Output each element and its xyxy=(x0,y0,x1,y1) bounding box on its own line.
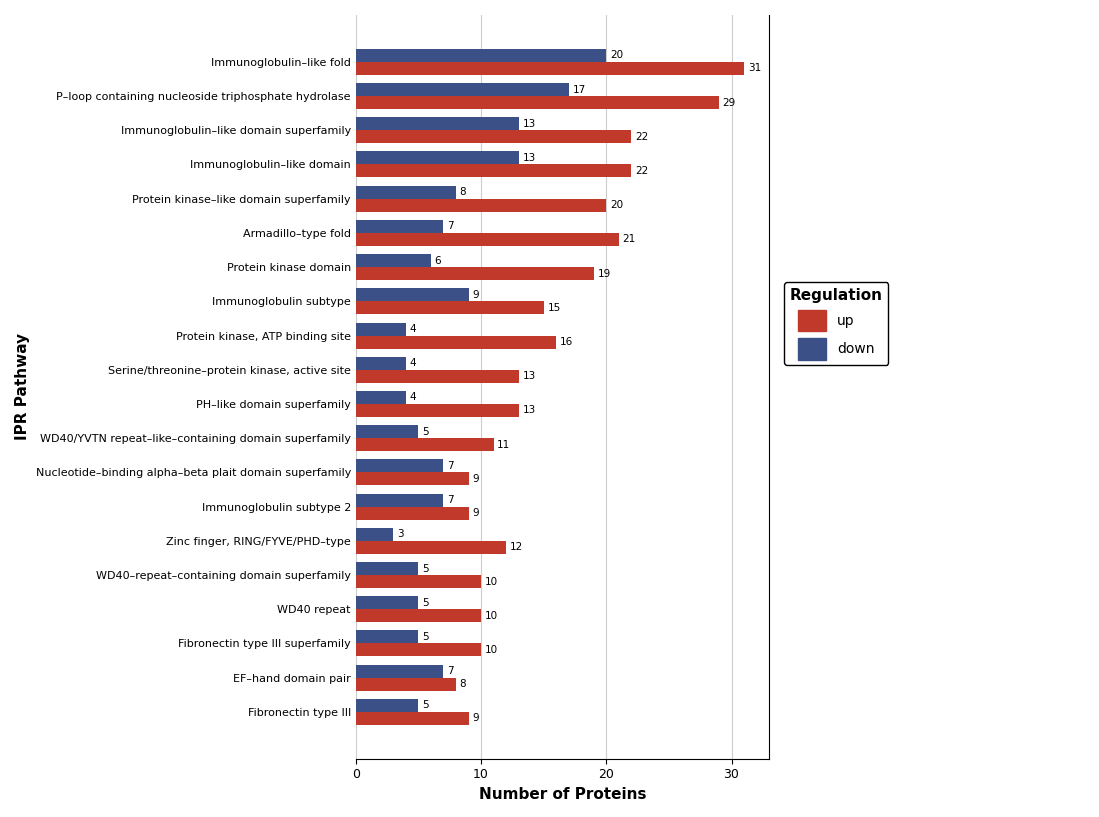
Text: 22: 22 xyxy=(635,132,648,141)
Bar xyxy=(356,493,444,507)
Bar xyxy=(356,391,406,404)
Bar xyxy=(356,164,631,177)
Text: 5: 5 xyxy=(422,426,429,436)
Text: 6: 6 xyxy=(435,256,442,266)
Bar xyxy=(356,472,468,485)
Text: 19: 19 xyxy=(598,269,611,279)
Bar xyxy=(356,267,593,280)
Text: 7: 7 xyxy=(447,495,454,505)
Text: 9: 9 xyxy=(473,713,479,723)
Bar xyxy=(356,96,719,109)
Text: 20: 20 xyxy=(610,200,623,210)
Text: 9: 9 xyxy=(473,290,479,300)
Text: 22: 22 xyxy=(635,166,648,176)
Bar xyxy=(356,541,506,554)
Text: 8: 8 xyxy=(459,679,466,690)
Bar xyxy=(356,220,444,233)
Text: 5: 5 xyxy=(422,564,429,574)
Text: 9: 9 xyxy=(473,508,479,518)
Text: 13: 13 xyxy=(522,153,535,163)
Text: 10: 10 xyxy=(485,645,498,655)
Text: 4: 4 xyxy=(410,358,417,368)
Bar xyxy=(356,596,419,609)
Bar xyxy=(356,185,456,199)
Text: 7: 7 xyxy=(447,461,454,471)
Text: 3: 3 xyxy=(397,529,403,539)
Bar xyxy=(356,699,419,712)
Bar xyxy=(356,438,493,451)
Bar xyxy=(356,357,406,370)
Bar xyxy=(356,575,481,588)
Text: 9: 9 xyxy=(473,474,479,484)
Text: 10: 10 xyxy=(485,611,498,621)
Bar xyxy=(356,459,444,472)
Text: 7: 7 xyxy=(447,666,454,676)
Text: 13: 13 xyxy=(522,405,535,416)
Legend: up, down: up, down xyxy=(785,282,888,365)
Text: 4: 4 xyxy=(410,324,417,334)
Text: 11: 11 xyxy=(498,440,511,449)
Bar xyxy=(356,117,519,130)
Bar xyxy=(356,199,607,212)
Bar xyxy=(356,301,544,315)
Bar xyxy=(356,370,519,382)
Bar xyxy=(356,288,468,301)
Bar xyxy=(356,49,607,62)
Bar xyxy=(356,254,431,267)
Bar xyxy=(356,62,744,75)
Text: 29: 29 xyxy=(723,97,736,108)
Text: 13: 13 xyxy=(522,371,535,382)
Text: 21: 21 xyxy=(622,234,636,244)
Bar xyxy=(356,425,419,438)
Bar xyxy=(356,336,556,349)
Text: 7: 7 xyxy=(447,221,454,231)
Y-axis label: IPR Pathway: IPR Pathway xyxy=(15,333,30,440)
Bar xyxy=(356,631,419,644)
Text: 12: 12 xyxy=(510,542,523,552)
Bar xyxy=(356,507,468,520)
Bar xyxy=(356,323,406,336)
Bar xyxy=(356,151,519,164)
Text: 15: 15 xyxy=(547,303,560,313)
Bar xyxy=(356,609,481,623)
Text: 10: 10 xyxy=(485,577,498,587)
Text: 20: 20 xyxy=(610,51,623,60)
Bar xyxy=(356,712,468,725)
X-axis label: Number of Proteins: Number of Proteins xyxy=(479,787,646,802)
Bar xyxy=(356,130,631,143)
Text: 17: 17 xyxy=(573,84,586,95)
Text: 8: 8 xyxy=(459,187,466,197)
Text: 13: 13 xyxy=(522,118,535,129)
Bar xyxy=(356,665,444,677)
Bar xyxy=(356,83,568,96)
Text: 31: 31 xyxy=(747,63,761,74)
Bar xyxy=(356,233,619,246)
Bar xyxy=(356,404,519,417)
Text: 16: 16 xyxy=(559,337,574,347)
Text: 5: 5 xyxy=(422,598,429,608)
Bar xyxy=(356,644,481,657)
Bar xyxy=(356,562,419,575)
Text: 5: 5 xyxy=(422,632,429,642)
Bar xyxy=(356,528,393,541)
Text: 5: 5 xyxy=(422,700,429,711)
Bar xyxy=(356,677,456,690)
Text: 4: 4 xyxy=(410,392,417,403)
